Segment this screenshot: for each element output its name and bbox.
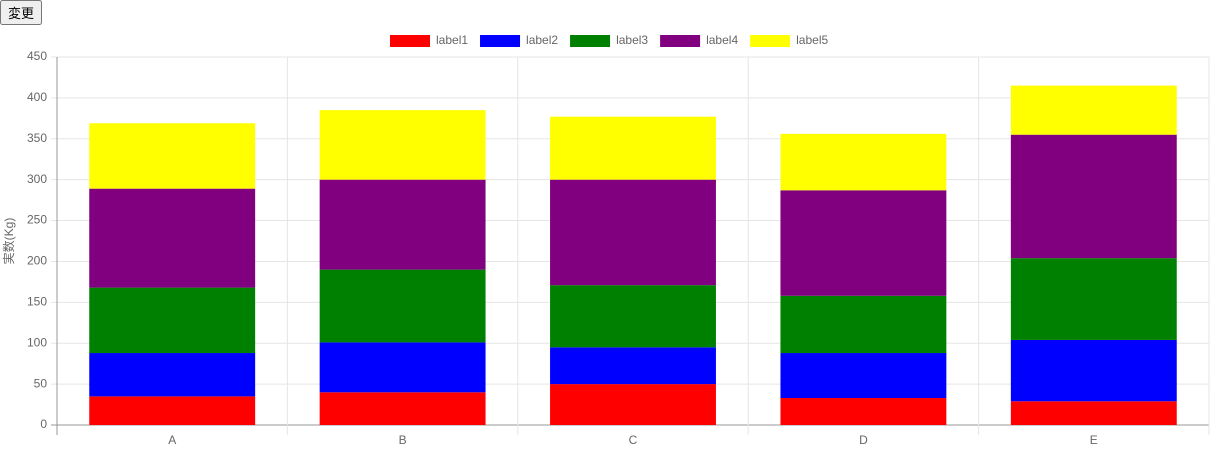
y-tick-label: 100 <box>27 335 47 349</box>
bar-segment <box>319 179 486 270</box>
legend-label: label1 <box>436 33 468 47</box>
y-tick-label: 150 <box>27 295 47 309</box>
bar-segment <box>319 269 486 343</box>
legend-label: label4 <box>706 33 738 47</box>
bar-segment <box>780 353 947 399</box>
bar-segment <box>550 347 716 385</box>
bar-segment <box>780 133 947 191</box>
y-tick-label: 400 <box>27 90 47 104</box>
bar-segment <box>319 342 486 393</box>
bar-segment <box>550 384 716 425</box>
bar-segment <box>780 190 947 296</box>
bar-segment <box>319 392 486 425</box>
bar-segment <box>89 188 256 288</box>
bar-segment <box>780 398 947 425</box>
y-tick-label: 350 <box>27 131 47 145</box>
y-tick-label: 450 <box>27 49 47 63</box>
bar-segment <box>89 353 256 397</box>
y-tick-label: 300 <box>27 172 47 186</box>
bar-segment <box>319 110 486 180</box>
bar-segment <box>1010 401 1177 425</box>
bar-segment <box>1010 134 1177 259</box>
legend-swatch <box>750 35 791 47</box>
legend-swatch <box>660 35 701 47</box>
legend-label: label3 <box>616 33 648 47</box>
legend-swatch <box>480 35 521 47</box>
x-tick-label: E <box>1090 433 1098 447</box>
y-tick-label: 250 <box>27 213 47 227</box>
bar-segment <box>89 396 256 425</box>
y-tick-label: 0 <box>40 417 47 431</box>
legend-label: label5 <box>796 33 828 47</box>
y-tick-label: 50 <box>34 376 48 390</box>
bar-segment <box>89 123 256 189</box>
y-axis-label: 実数(Kg) <box>1 218 16 265</box>
bar-segment <box>780 295 947 354</box>
x-tick-label: B <box>399 433 407 447</box>
x-tick-label: A <box>168 433 176 447</box>
legend-label: label2 <box>526 33 558 47</box>
y-tick-label: 200 <box>27 254 47 268</box>
x-tick-label: D <box>859 433 868 447</box>
bar-segment <box>89 287 256 354</box>
bar-segment <box>1010 85 1177 135</box>
bar-segment <box>1010 258 1177 340</box>
legend-swatch <box>570 35 611 47</box>
x-tick-label: C <box>629 433 638 447</box>
bar-segment <box>550 179 716 286</box>
change-button[interactable]: 変更 <box>0 0 43 25</box>
bar-segment <box>550 116 716 180</box>
bar-segment <box>1010 339 1177 402</box>
bar-segment <box>550 285 716 348</box>
legend-swatch <box>390 35 430 47</box>
